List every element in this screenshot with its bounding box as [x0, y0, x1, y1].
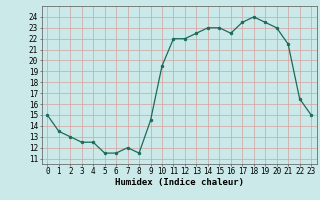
X-axis label: Humidex (Indice chaleur): Humidex (Indice chaleur)	[115, 178, 244, 187]
